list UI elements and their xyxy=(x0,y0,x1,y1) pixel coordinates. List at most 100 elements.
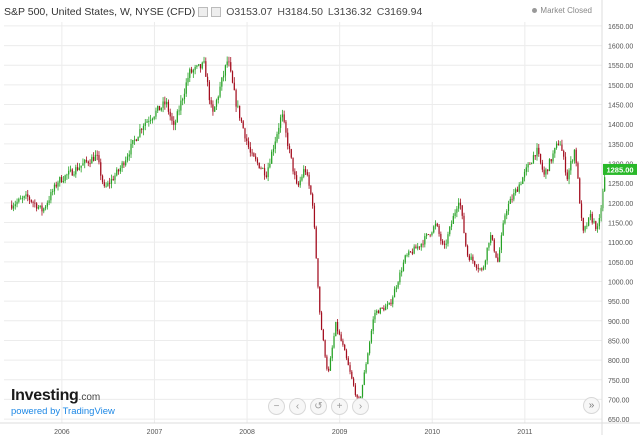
zoom-in-button[interactable]: + xyxy=(331,398,348,415)
candle-body xyxy=(395,287,397,290)
candle-body xyxy=(370,330,373,343)
y-tick-label: 1250.00 xyxy=(608,181,633,188)
y-tick-label: 850.00 xyxy=(608,338,630,345)
candle-body xyxy=(158,105,161,111)
candle-body xyxy=(68,170,70,175)
scroll-to-end-button[interactable]: » xyxy=(583,397,600,414)
candle-body xyxy=(310,185,312,195)
settings-square-icon[interactable] xyxy=(211,7,222,17)
candle-body xyxy=(463,215,465,233)
candle-body xyxy=(493,239,495,252)
candle-body xyxy=(82,163,84,166)
candle-body xyxy=(94,154,97,161)
candle-body xyxy=(596,226,599,230)
candle-body xyxy=(372,319,374,331)
candle-body xyxy=(180,100,182,111)
candle-body xyxy=(55,184,57,187)
candle-body xyxy=(539,153,542,163)
zoom-out-button[interactable]: − xyxy=(268,398,285,415)
candle-body xyxy=(443,243,446,245)
candle-body xyxy=(214,106,216,112)
candle-body xyxy=(315,227,317,259)
y-tick-label: 900.00 xyxy=(608,319,630,326)
candle-body xyxy=(515,189,517,194)
candle-body xyxy=(84,159,86,164)
last-price-tag xyxy=(603,163,637,175)
candle-body xyxy=(449,226,451,235)
candle-body xyxy=(262,168,264,169)
candle-body xyxy=(522,177,524,184)
candle-body xyxy=(155,110,157,117)
y-tick-label: 800.00 xyxy=(608,358,630,365)
y-tick-label: 650.00 xyxy=(608,417,630,424)
candle-body xyxy=(320,312,323,330)
y-tick-label: 1050.00 xyxy=(608,260,633,267)
powered-by-link[interactable]: powered by TradingView xyxy=(11,406,115,417)
candle-body xyxy=(19,198,22,200)
candle-body xyxy=(586,225,588,227)
candle-body xyxy=(174,122,177,125)
candle-body xyxy=(183,93,186,100)
candle-body xyxy=(491,235,494,240)
candle-body xyxy=(201,62,203,69)
candle-body xyxy=(529,163,531,165)
candle-body xyxy=(313,205,316,228)
candle-body xyxy=(452,215,454,224)
scroll-left-button[interactable]: ‹ xyxy=(289,398,306,415)
candle-body xyxy=(190,69,193,73)
candle-body xyxy=(513,193,515,200)
candle-body xyxy=(30,200,32,202)
candle-body xyxy=(566,172,568,180)
candle-body xyxy=(304,169,307,173)
candle-body xyxy=(561,144,563,151)
candle-body xyxy=(598,217,600,227)
open-key: O xyxy=(226,6,235,18)
candle-body xyxy=(329,358,332,371)
candle-body xyxy=(555,143,558,148)
candle-body xyxy=(347,358,349,366)
candle-body xyxy=(212,104,214,112)
candle-body xyxy=(411,252,413,254)
candle-body xyxy=(511,198,513,200)
candle-body xyxy=(328,368,330,371)
candle-body xyxy=(66,174,68,176)
candle-body xyxy=(420,243,422,248)
candle-body xyxy=(390,302,392,305)
candle-body xyxy=(454,212,456,216)
candle-body xyxy=(75,167,77,175)
brand-logo[interactable]: Investing.com powered by TradingView xyxy=(11,387,115,417)
legend-square-icon[interactable] xyxy=(198,7,209,17)
candle-body xyxy=(230,62,232,72)
candle-body xyxy=(338,331,340,335)
candle-body xyxy=(388,302,390,305)
candle-body xyxy=(518,184,520,192)
candle-body xyxy=(497,257,499,262)
candle-body xyxy=(260,168,262,170)
candle-body xyxy=(434,223,437,227)
candle-body xyxy=(285,121,287,133)
candle-body xyxy=(228,61,230,63)
candle-body xyxy=(465,232,467,246)
candle-body xyxy=(206,76,209,82)
candle-body xyxy=(182,99,184,101)
candle-body xyxy=(93,156,95,161)
y-tick-label: 1400.00 xyxy=(608,122,633,129)
candle-body xyxy=(602,191,604,209)
reset-button[interactable]: ↺ xyxy=(310,398,327,415)
candle-body xyxy=(445,243,447,245)
candle-body xyxy=(408,251,410,255)
candle-body xyxy=(418,246,421,248)
brand-suffix: .com xyxy=(78,392,101,403)
scroll-right-button[interactable]: › xyxy=(352,398,369,415)
candle-body xyxy=(271,151,273,164)
y-tick-label: 1200.00 xyxy=(608,201,633,208)
candle-body xyxy=(466,245,469,256)
scroll-left-icon: ‹ xyxy=(295,401,300,412)
candle-body xyxy=(393,289,396,298)
candle-body xyxy=(11,204,13,209)
candle-body xyxy=(160,107,162,111)
candle-body xyxy=(151,118,154,121)
candle-body xyxy=(217,96,219,100)
close-value: 3169.94 xyxy=(384,6,423,18)
